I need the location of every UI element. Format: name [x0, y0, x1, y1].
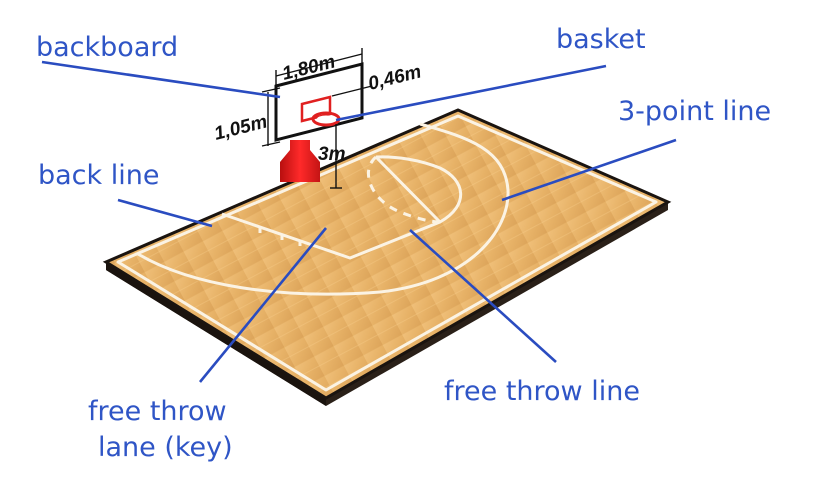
- label-free-throw-lane-line2: lane (key): [98, 432, 233, 463]
- basket-rim-inner: [317, 115, 335, 123]
- hoop-post: [280, 140, 320, 182]
- dim-board-height: 1,05m: [212, 111, 269, 144]
- three-point-arc: [137, 122, 510, 296]
- label-free-throw-lane-line1: free throw: [88, 396, 227, 427]
- leader-free-throw-line: [409, 229, 557, 363]
- leader-free-throw-lane: [198, 227, 328, 383]
- label-back-line: back line: [38, 160, 159, 191]
- label-three-point-line: 3-point line: [618, 96, 771, 127]
- label-free-throw-line: free throw line: [444, 376, 640, 407]
- leader-basket: [335, 64, 607, 122]
- hoop-assembly: [274, 62, 364, 182]
- free-throw-lane: [221, 155, 442, 260]
- leader-lines: [41, 60, 677, 383]
- leader-three-point: [501, 138, 677, 202]
- court-outer-border: [102, 108, 672, 400]
- court-markings: [137, 122, 510, 296]
- leader-backboard: [41, 60, 281, 99]
- dim-square-width: 0,46m: [366, 61, 423, 94]
- leader-back-line: [117, 198, 213, 228]
- label-basket: basket: [556, 24, 646, 55]
- dimension-lines: [261, 48, 373, 189]
- backboard-panel: [274, 62, 364, 142]
- free-throw-circle-dashed: [366, 155, 441, 224]
- court: [102, 108, 672, 406]
- label-backboard: backboard: [36, 32, 178, 63]
- dim-rim-height: 3m: [318, 144, 346, 165]
- court-side-edge-front: [106, 262, 326, 406]
- free-throw-circle: [375, 155, 463, 224]
- court-boundary-line: [116, 114, 658, 392]
